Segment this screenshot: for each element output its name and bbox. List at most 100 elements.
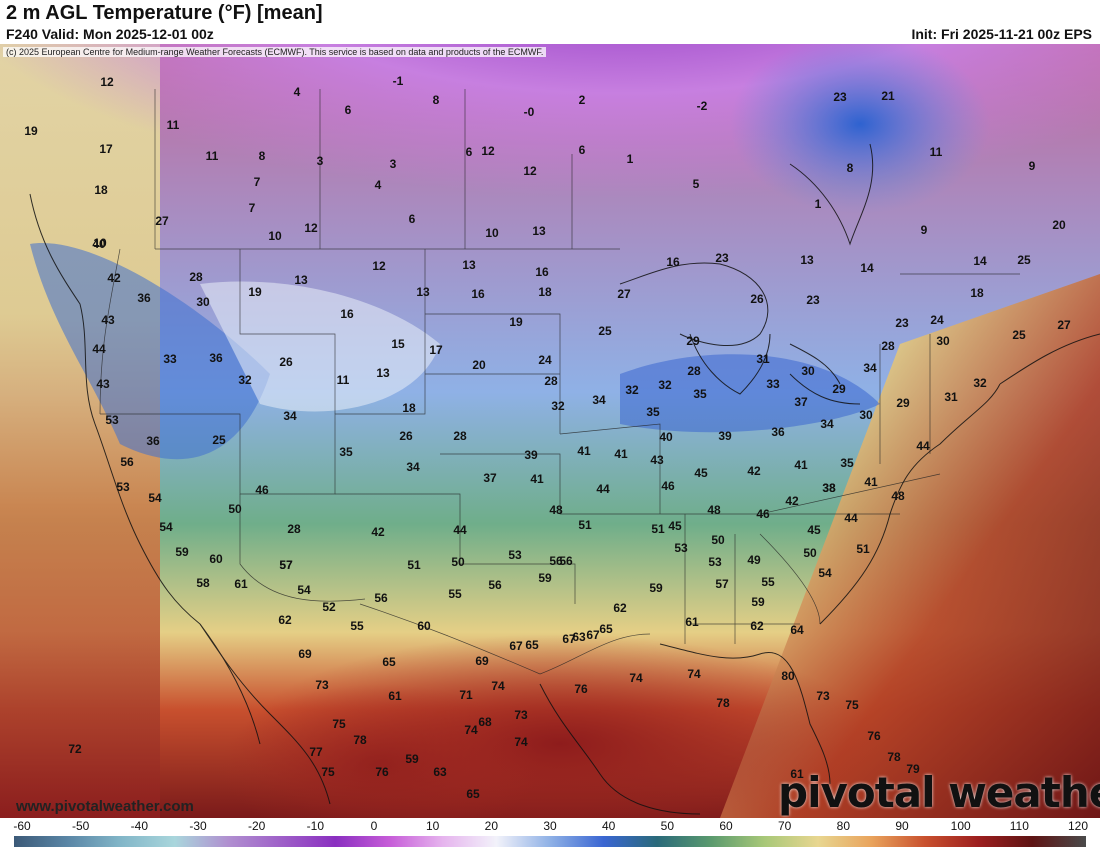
temperature-value-label: 52	[322, 600, 336, 614]
temperature-value-label: 45	[807, 523, 821, 537]
temperature-value-label: 56	[374, 591, 388, 605]
temperature-value-label: 73	[816, 689, 830, 703]
temperature-value-label: 65	[382, 655, 396, 669]
temperature-value-label: 18	[402, 401, 416, 415]
temperature-value-label: 59	[751, 595, 765, 609]
temperature-value-label: 63	[433, 765, 447, 779]
temperature-value-label: 29	[832, 382, 846, 396]
temperature-value-label: 28	[453, 429, 467, 443]
temperature-value-label: 54	[297, 583, 311, 597]
temperature-value-label: 23	[806, 293, 820, 307]
temperature-value-label: 77	[309, 745, 323, 759]
temperature-value-label: 44	[453, 523, 467, 537]
temperature-value-label: 9	[1028, 159, 1036, 173]
temperature-value-label: 23	[895, 316, 909, 330]
temperature-value-label: 48	[707, 503, 721, 517]
temperature-value-label: 3	[389, 157, 397, 171]
temperature-value-label: 51	[578, 518, 592, 532]
temperature-value-label: 51	[407, 558, 421, 572]
temperature-value-label: 42	[747, 464, 761, 478]
temperature-value-label: 50	[228, 502, 242, 516]
temperature-value-label: 1	[626, 152, 634, 166]
temperature-value-label: 65	[599, 622, 613, 636]
temperature-value-label: 75	[845, 698, 859, 712]
temperature-value-label: 12	[523, 164, 537, 178]
colorbar-tick-label: -10	[306, 819, 324, 833]
temperature-value-label: 12	[304, 221, 318, 235]
temperature-value-label: 8	[432, 93, 440, 107]
temperature-value-label: 18	[538, 285, 552, 299]
temperature-value-label: -2	[696, 99, 708, 113]
temperature-value-label: 78	[716, 696, 730, 710]
temperature-value-label: 69	[298, 647, 312, 661]
temperature-value-label: 65	[525, 638, 539, 652]
copyright-notice: (c) 2025 European Centre for Medium-rang…	[3, 47, 547, 57]
temperature-value-label: 59	[649, 581, 663, 595]
temperature-value-label: 62	[750, 619, 764, 633]
temperature-value-label: 75	[321, 765, 335, 779]
temperature-value-label: 11	[205, 149, 219, 163]
temperature-value-label: 13	[416, 285, 430, 299]
temperature-value-label: 25	[598, 324, 612, 338]
temperature-value-label: 54	[818, 566, 832, 580]
temperature-value-label: 30	[859, 408, 873, 422]
colorbar-tick-label: 50	[660, 819, 675, 833]
colorbar-tick-label: 110	[1009, 819, 1029, 833]
colorbar-tick-label: 80	[836, 819, 851, 833]
temperature-value-label: 8	[258, 149, 266, 163]
temperature-value-label: 41	[864, 475, 878, 489]
temperature-value-label: 57	[715, 577, 729, 591]
temperature-value-label: 5	[692, 177, 700, 191]
temperature-value-label: 13	[462, 258, 476, 272]
temperature-value-label: -1	[392, 74, 404, 88]
temperature-value-label: 48	[891, 489, 905, 503]
colorbar-tick-label: -20	[247, 819, 266, 833]
colorbar-tick-label: -40	[130, 819, 148, 833]
temperature-value-label: 35	[646, 405, 660, 419]
temperature-map: 12 4 -1 2 -0 -2 23 21 19 11 6 8 1 12 11 17 11 8 3 3 12 6 6 5 9 18…	[0, 44, 1100, 818]
temperature-value-label: 76	[867, 729, 881, 743]
temperature-value-label: 19	[24, 124, 38, 138]
temperature-value-label: 53	[116, 480, 130, 494]
temperature-value-label: 36	[146, 434, 160, 448]
temperature-value-label: 57	[279, 558, 293, 572]
temperature-value-label: 29	[896, 396, 910, 410]
temperature-value-label: 71	[459, 688, 473, 702]
temperature-value-label: 13	[376, 366, 390, 380]
temperature-value-label: 14	[973, 254, 987, 268]
temperature-value-label: 53	[105, 413, 119, 427]
temperature-value-label: 46	[255, 483, 269, 497]
temperature-value-label: 26	[750, 292, 764, 306]
temperature-value-label: 78	[887, 750, 901, 764]
temperature-value-label: 67	[562, 632, 576, 646]
temperature-value-label: 61	[790, 767, 804, 781]
temperature-value-label: 38	[822, 481, 836, 495]
map-title: 2 m AGL Temperature (°F) [mean]	[6, 2, 323, 24]
brand-logo: pivotal weather	[778, 768, 1100, 817]
temperature-value-label: 8	[846, 161, 854, 175]
temperature-value-label: 55	[761, 575, 775, 589]
temperature-value-label: 65	[466, 787, 480, 801]
temperature-value-label: 4	[293, 85, 301, 99]
temperature-value-label: 42	[371, 525, 385, 539]
temperature-value-label: 6	[578, 143, 586, 157]
temperature-value-label: 61	[685, 615, 699, 629]
colorbar-tick-label: -60	[13, 819, 31, 833]
temperature-value-label: 35	[840, 456, 854, 470]
temperature-value-label: 44	[916, 439, 930, 453]
temperature-value-label: 15	[391, 337, 405, 351]
temperature-value-label: 60	[209, 552, 223, 566]
temperature-value-label: 33	[766, 377, 780, 391]
temperature-value-label: 54	[148, 491, 162, 505]
temperature-value-label: 16	[666, 255, 680, 269]
temperature-value-label: 38	[822, 481, 836, 495]
temperature-value-label: 14	[860, 261, 874, 275]
temperature-value-label: 24	[930, 313, 944, 327]
temperature-value-label: 4	[374, 178, 382, 192]
temperature-value-label: 25	[212, 433, 226, 447]
temperature-value-label: 42	[107, 271, 121, 285]
temperature-value-label: 51	[651, 522, 665, 536]
temperature-value-label: 30	[196, 295, 210, 309]
temperature-value-label: 11	[166, 118, 180, 132]
temperature-value-label: 64	[790, 623, 804, 637]
